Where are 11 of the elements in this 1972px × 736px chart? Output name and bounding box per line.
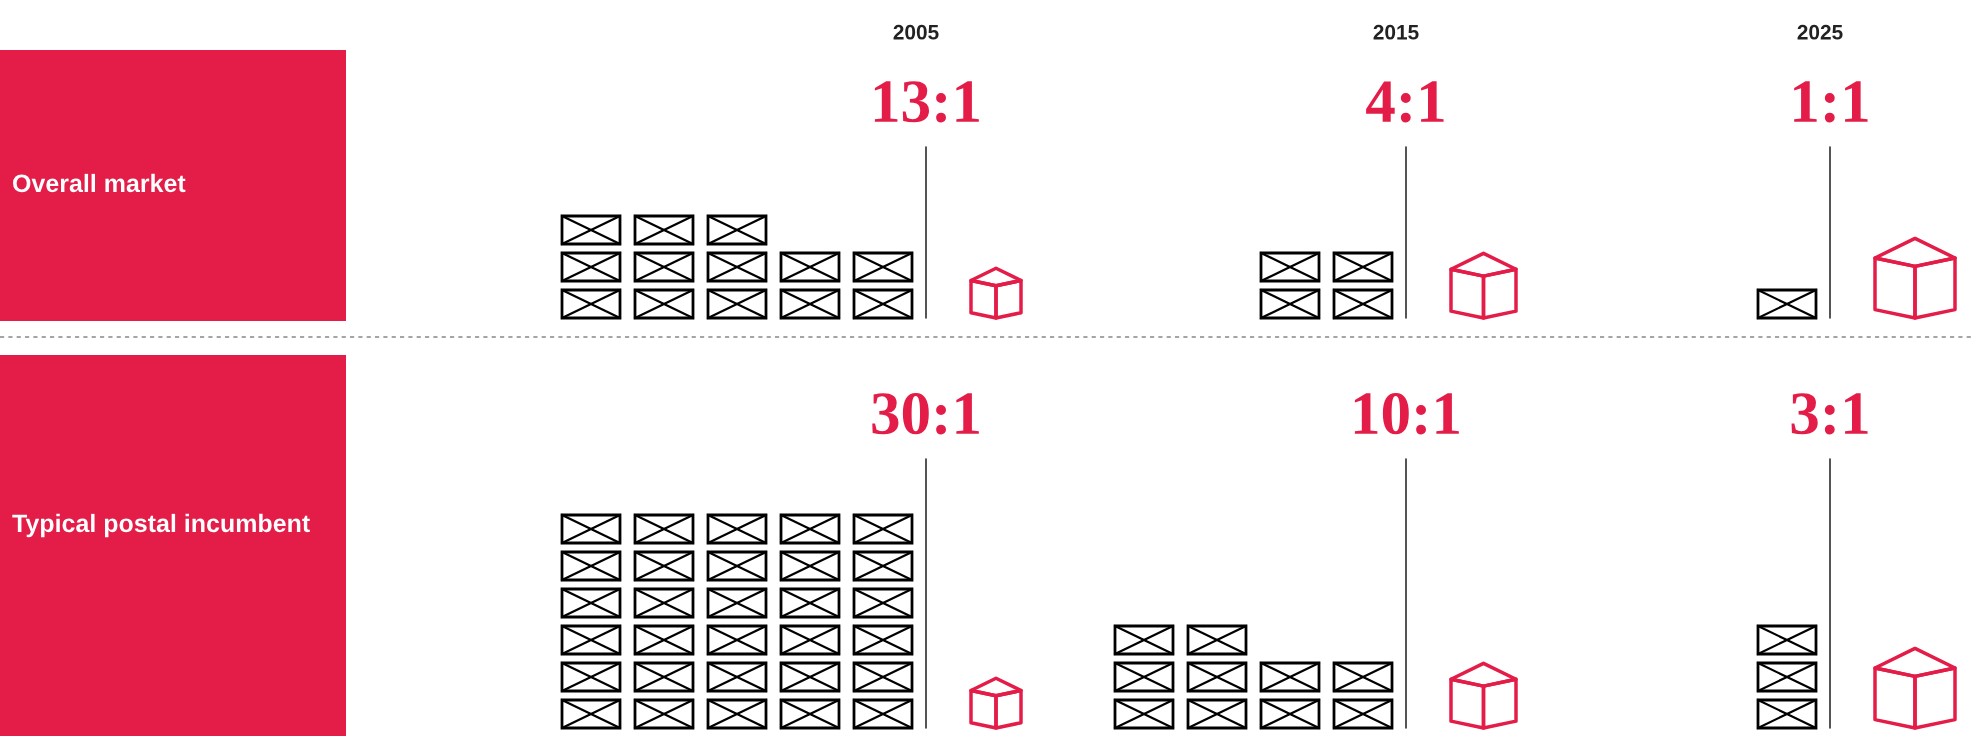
text: Overall market (13, 173, 186, 193)
category-label: 2025 (1797, 24, 1843, 40)
category-label: 2005 (893, 24, 939, 40)
category-label: 2015 (1373, 24, 1419, 40)
data-label: 30:1 (872, 393, 979, 435)
data-label: 10:1 (1354, 393, 1459, 435)
data-label: 4:1 (1366, 81, 1444, 123)
data-label: 3:1 (1791, 393, 1868, 435)
data-label: 1:1 (1794, 81, 1868, 123)
text: Typical postal incumbent (12, 513, 310, 538)
data-label: 13:1 (874, 81, 979, 123)
